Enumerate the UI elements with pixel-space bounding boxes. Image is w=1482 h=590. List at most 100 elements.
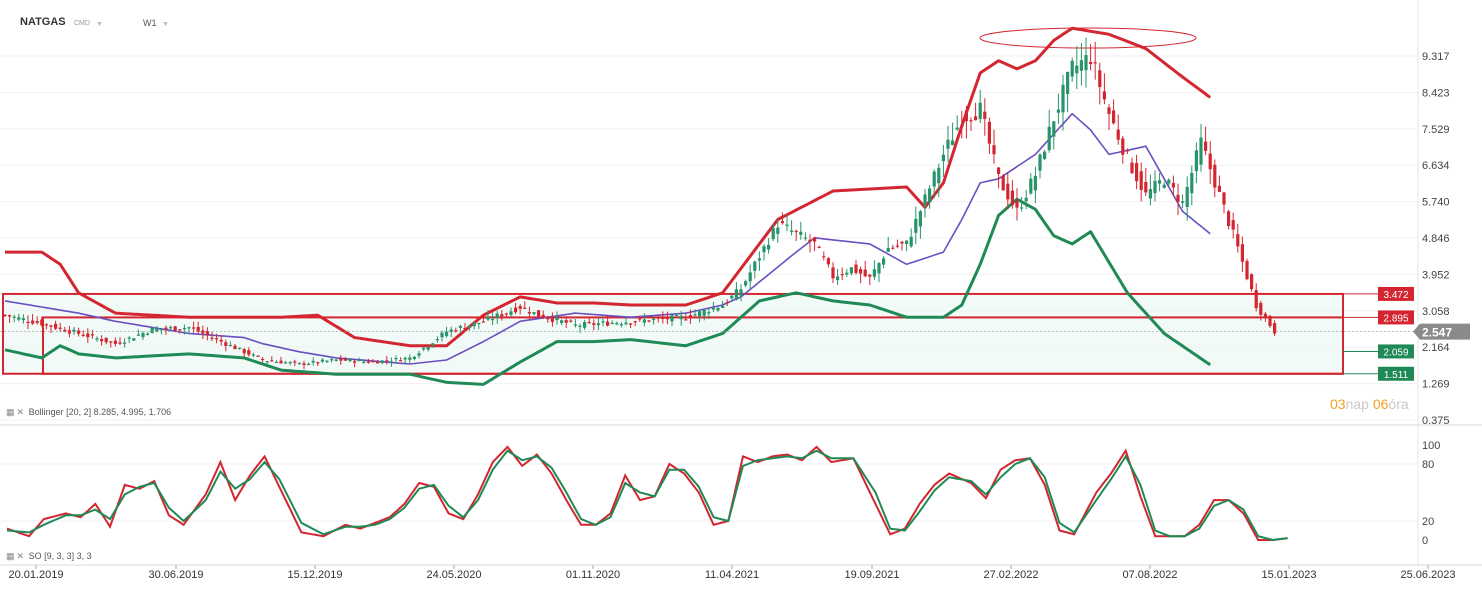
bullish-candle — [734, 289, 738, 300]
bearish-candle — [399, 360, 403, 362]
bearish-candle — [481, 321, 485, 323]
bearish-candle — [35, 321, 39, 323]
bullish-candle — [762, 246, 766, 253]
bearish-candle — [514, 307, 518, 313]
bearish-candle — [1107, 107, 1111, 114]
bullish-candle — [932, 171, 936, 187]
bearish-candle — [1121, 138, 1125, 155]
bullish-candle — [357, 359, 361, 362]
bullish-candle — [362, 361, 366, 363]
bearish-candle — [1144, 181, 1148, 193]
bullish-candle — [307, 363, 311, 366]
price-axis: 9.317 8.423 7.529 6.634 5.740 4.846 3.952 3.058… — [1422, 51, 1450, 427]
time-tick-label: 15.01.2023 — [1261, 569, 1316, 581]
bullish-candle — [882, 258, 886, 265]
bullish-candle — [136, 334, 140, 336]
price-tick-label: 7.529 — [1422, 124, 1450, 136]
bearish-candle — [58, 327, 62, 329]
bullish-candle — [477, 322, 481, 325]
bearish-candle — [44, 324, 48, 326]
bullish-candle — [615, 323, 619, 325]
bearish-candle — [665, 316, 669, 320]
bearish-candle — [964, 110, 968, 122]
bullish-candle — [458, 326, 462, 328]
bullish-candle — [422, 347, 426, 350]
price-tick-label: 2.164 — [1422, 342, 1450, 354]
bullish-candle — [155, 328, 159, 332]
bullish-candle — [1075, 65, 1079, 74]
bearish-candle — [8, 315, 12, 317]
bearish-candle — [210, 337, 214, 339]
timeframe-dropdown-icon[interactable]: ▼ — [162, 21, 169, 28]
bearish-candle — [606, 321, 610, 326]
bullish-candle — [560, 320, 564, 324]
stoch-k-line — [6, 445, 1288, 541]
bullish-candle — [187, 327, 191, 329]
bullish-candle — [412, 356, 416, 359]
bearish-candle — [3, 314, 7, 317]
bullish-candle — [284, 362, 288, 364]
stoch-tick-label: 0 — [1422, 535, 1428, 547]
bearish-candle — [49, 325, 53, 327]
bullish-candle — [431, 343, 435, 346]
bullish-candle — [555, 317, 559, 321]
bearish-candle — [569, 320, 573, 322]
bearish-candle — [629, 323, 633, 325]
bullish-candle — [1066, 71, 1070, 95]
bullish-candle — [123, 342, 127, 344]
settings-icon[interactable]: ▦ — [6, 407, 15, 417]
bullish-candle — [169, 327, 173, 329]
bullish-candle — [767, 244, 771, 250]
countdown-hours: 06 — [1372, 396, 1389, 412]
bullish-candle — [159, 329, 163, 331]
stoch-tick-label: 100 — [1422, 440, 1440, 452]
symbol-dropdown-icon[interactable]: ▼ — [96, 21, 103, 28]
bullish-candle — [532, 312, 536, 315]
bearish-candle — [219, 339, 223, 342]
bearish-candle — [173, 326, 177, 331]
bearish-candle — [592, 323, 596, 325]
bullish-candle — [1162, 184, 1166, 188]
bullish-candle — [182, 327, 186, 330]
bullish-candle — [670, 315, 674, 322]
symbol-name[interactable]: NATGAS — [20, 16, 66, 28]
bullish-candle — [251, 354, 255, 356]
bearish-candle — [661, 317, 665, 319]
settings-icon[interactable]: ▦ — [6, 551, 15, 561]
bearish-candle — [118, 342, 122, 344]
timeframe-selector[interactable]: W1 — [143, 18, 157, 28]
bullish-candle — [141, 333, 145, 338]
stoch-d-line — [6, 449, 1288, 542]
bearish-candle — [997, 167, 1001, 174]
bearish-candle — [1112, 110, 1116, 124]
bullish-candle — [509, 311, 513, 315]
stochastic-legend: ▦ ✕ SO [9, 3, 3] 3, 3 — [6, 551, 92, 562]
bullish-candle — [1153, 180, 1157, 194]
bearish-candle — [164, 327, 168, 329]
bearish-candle — [546, 316, 550, 320]
bearish-candle — [31, 320, 35, 324]
bullish-candle — [1061, 84, 1065, 113]
bearish-candle — [780, 221, 784, 224]
time-tick-label: 20.01.2019 — [8, 569, 63, 581]
bullish-candle — [849, 267, 853, 274]
candlesticks — [3, 37, 1277, 370]
bearish-candle — [1204, 141, 1208, 151]
bullish-candle — [491, 318, 495, 321]
bearish-candle — [1208, 153, 1212, 170]
bearish-candle — [550, 317, 554, 322]
bearish-candle — [638, 318, 642, 320]
bearish-candle — [1098, 70, 1102, 88]
bullish-candle — [389, 361, 393, 363]
close-icon[interactable]: ✕ — [16, 551, 25, 561]
bearish-candle — [293, 361, 297, 363]
bullish-candle — [711, 307, 715, 310]
time-tick-label: 07.08.2022 — [1122, 569, 1177, 581]
bullish-candle — [127, 337, 131, 339]
bollinger-upper-band — [5, 26, 1212, 348]
time-axis: 20.01.2019 30.06.2019 15.12.2019 24.05.2020… — [8, 565, 1456, 581]
bullish-candle — [265, 361, 269, 363]
close-icon[interactable]: ✕ — [16, 407, 25, 417]
bearish-candle — [343, 358, 347, 361]
